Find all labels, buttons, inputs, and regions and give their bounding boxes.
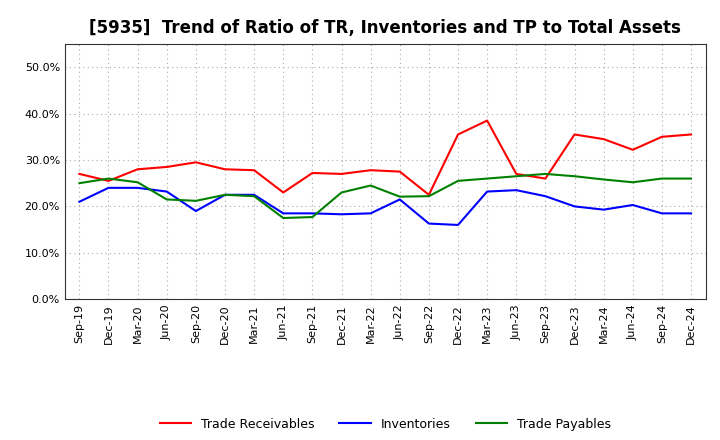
Trade Payables [104, 176, 113, 181]
Trade Payables [657, 176, 666, 181]
Inventories [570, 204, 579, 209]
Trade Receivables [163, 164, 171, 169]
Trade Payables [250, 194, 258, 199]
Inventories [163, 189, 171, 194]
Trade Payables [541, 171, 550, 176]
Inventories [337, 212, 346, 217]
Trade Payables [366, 183, 375, 188]
Inventories [279, 211, 287, 216]
Trade Receivables [425, 192, 433, 198]
Trade Payables [483, 176, 492, 181]
Trade Receivables [395, 169, 404, 174]
Trade Receivables [337, 171, 346, 176]
Inventories [687, 211, 696, 216]
Trade Receivables [104, 178, 113, 183]
Trade Receivables [541, 176, 550, 181]
Trade Payables [163, 197, 171, 202]
Trade Receivables [483, 118, 492, 123]
Trade Payables [512, 174, 521, 179]
Trade Receivables [629, 147, 637, 152]
Trade Payables [599, 177, 608, 182]
Trade Payables [687, 176, 696, 181]
Trade Receivables [366, 168, 375, 173]
Trade Receivables [133, 167, 142, 172]
Trade Payables [337, 190, 346, 195]
Trade Receivables [308, 170, 317, 176]
Trade Payables [192, 198, 200, 203]
Trade Receivables [657, 134, 666, 139]
Trade Receivables [220, 167, 229, 172]
Inventories [454, 222, 462, 227]
Inventories [220, 192, 229, 198]
Trade Payables [133, 180, 142, 185]
Title: [5935]  Trend of Ratio of TR, Inventories and TP to Total Assets: [5935] Trend of Ratio of TR, Inventories… [89, 19, 681, 37]
Trade Receivables [250, 168, 258, 173]
Inventories [512, 187, 521, 193]
Trade Payables [75, 180, 84, 186]
Trade Payables [425, 194, 433, 199]
Inventories [250, 192, 258, 198]
Inventories [308, 211, 317, 216]
Trade Receivables [279, 190, 287, 195]
Trade Payables [629, 180, 637, 185]
Trade Receivables [192, 160, 200, 165]
Trade Payables [220, 192, 229, 198]
Inventories [104, 185, 113, 191]
Inventories [366, 211, 375, 216]
Trade Payables [395, 194, 404, 199]
Trade Receivables [512, 171, 521, 176]
Trade Receivables [599, 136, 608, 142]
Trade Payables [454, 178, 462, 183]
Line: Trade Receivables: Trade Receivables [79, 121, 691, 195]
Line: Inventories: Inventories [79, 188, 691, 225]
Trade Receivables [75, 171, 84, 176]
Trade Payables [570, 174, 579, 179]
Trade Receivables [570, 132, 579, 137]
Inventories [395, 197, 404, 202]
Trade Receivables [687, 132, 696, 137]
Inventories [133, 185, 142, 191]
Inventories [541, 194, 550, 199]
Inventories [599, 207, 608, 212]
Trade Receivables [454, 132, 462, 137]
Inventories [75, 199, 84, 205]
Line: Trade Payables: Trade Payables [79, 174, 691, 218]
Inventories [192, 209, 200, 214]
Inventories [483, 189, 492, 194]
Inventories [629, 202, 637, 208]
Legend: Trade Receivables, Inventories, Trade Payables: Trade Receivables, Inventories, Trade Pa… [155, 413, 616, 436]
Inventories [425, 221, 433, 226]
Inventories [657, 211, 666, 216]
Trade Payables [308, 214, 317, 220]
Trade Payables [279, 215, 287, 220]
